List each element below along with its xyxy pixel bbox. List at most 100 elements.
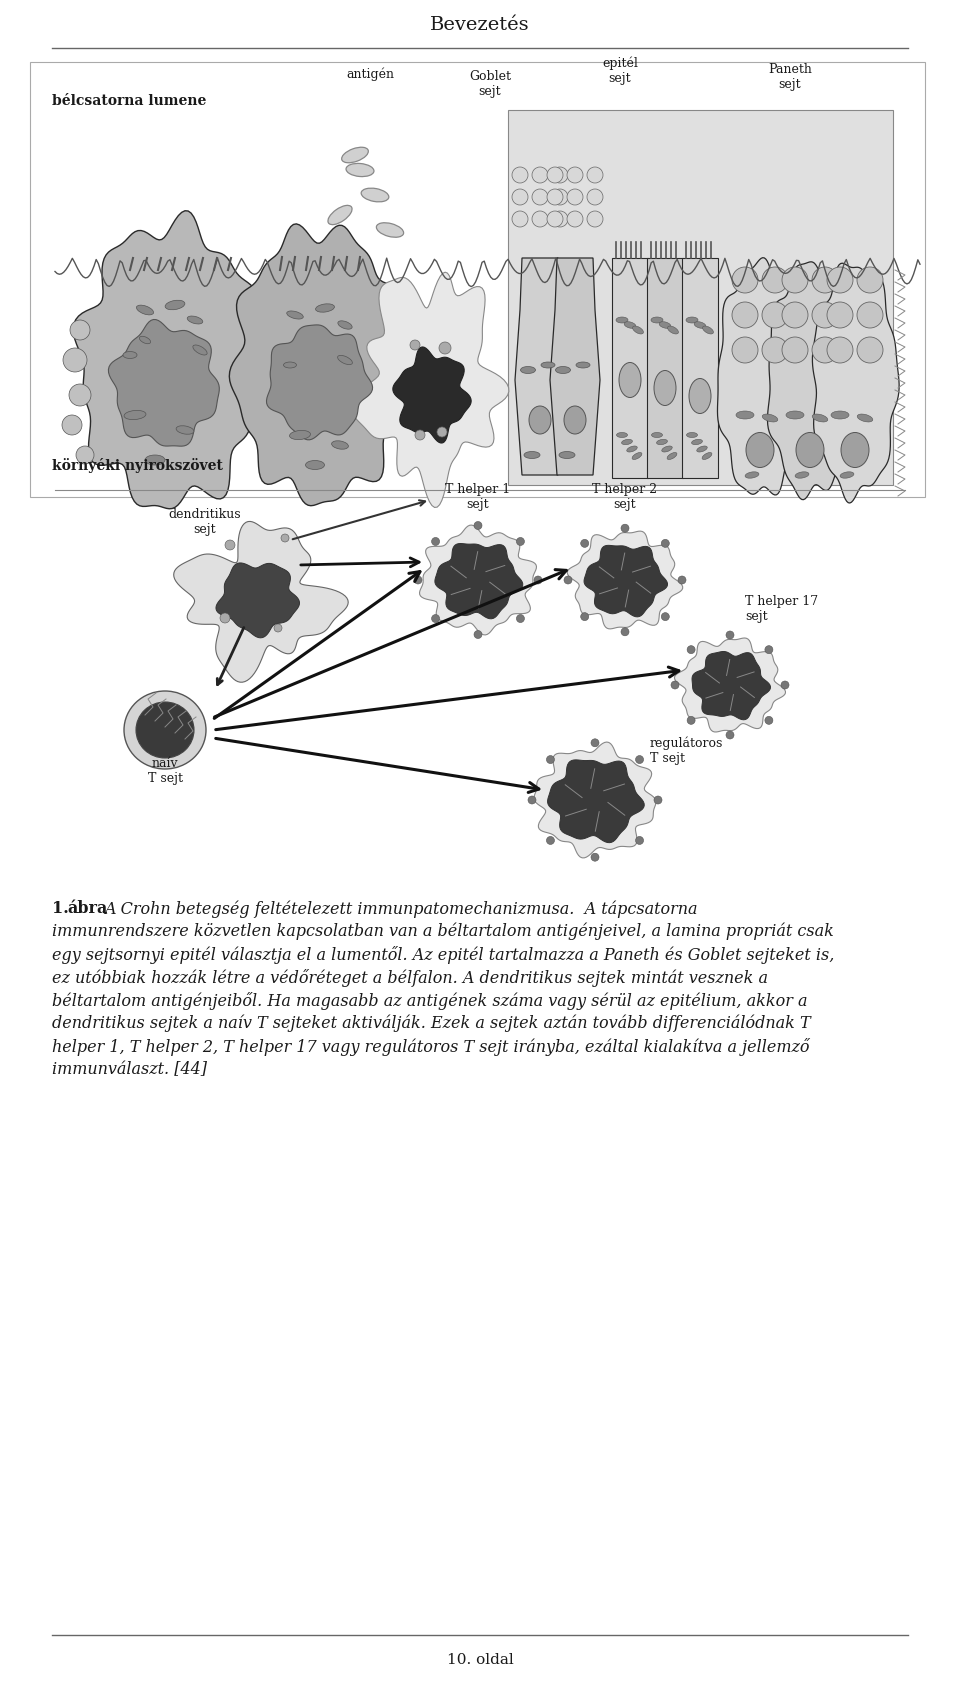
Circle shape [581, 540, 588, 548]
PathPatch shape [534, 742, 656, 859]
Text: környéki nyirokszövet: környéki nyirokszövet [52, 458, 223, 473]
Ellipse shape [124, 691, 206, 769]
Ellipse shape [331, 441, 348, 450]
Text: T helper 2
sejt: T helper 2 sejt [592, 484, 658, 511]
Circle shape [552, 210, 568, 227]
Text: antigén: antigén [346, 68, 394, 81]
Ellipse shape [338, 321, 352, 329]
Text: Goblet
sejt: Goblet sejt [469, 70, 511, 98]
Circle shape [782, 302, 808, 328]
Ellipse shape [812, 414, 828, 423]
Ellipse shape [762, 414, 778, 423]
Circle shape [732, 266, 758, 294]
Ellipse shape [541, 361, 555, 368]
Ellipse shape [627, 446, 637, 451]
PathPatch shape [767, 261, 855, 499]
FancyBboxPatch shape [508, 110, 893, 485]
Circle shape [410, 339, 420, 350]
Circle shape [70, 321, 90, 339]
PathPatch shape [108, 319, 219, 446]
Circle shape [552, 188, 568, 205]
PathPatch shape [435, 543, 523, 619]
Circle shape [547, 166, 563, 183]
Text: ábra: ábra [67, 899, 108, 916]
Ellipse shape [361, 188, 389, 202]
Circle shape [512, 188, 528, 205]
Ellipse shape [176, 426, 194, 434]
Circle shape [781, 680, 789, 689]
Circle shape [225, 540, 235, 550]
PathPatch shape [229, 224, 409, 506]
Ellipse shape [123, 351, 137, 358]
Text: regulátoros
T sejt: regulátoros T sejt [650, 736, 724, 765]
Circle shape [762, 266, 788, 294]
Circle shape [587, 166, 603, 183]
Text: ez utóbbiak hozzák létre a védőréteget a bélfalon. A dendritikus sejtek mintát v: ez utóbbiak hozzák létre a védőréteget a… [52, 969, 768, 988]
Circle shape [661, 613, 669, 621]
Ellipse shape [187, 316, 203, 324]
Text: 10. oldal: 10. oldal [446, 1653, 514, 1666]
Ellipse shape [136, 305, 154, 316]
Ellipse shape [287, 311, 303, 319]
Ellipse shape [703, 326, 713, 334]
Circle shape [63, 348, 87, 372]
Ellipse shape [691, 440, 703, 445]
PathPatch shape [567, 531, 683, 630]
Text: immunrendszere közvetlen kapcsolatban van a béltartalom antigénjeivel, a lamina : immunrendszere közvetlen kapcsolatban va… [52, 923, 834, 940]
Circle shape [857, 302, 883, 328]
Ellipse shape [654, 370, 676, 406]
Ellipse shape [657, 440, 667, 445]
PathPatch shape [717, 258, 804, 496]
Circle shape [414, 575, 422, 584]
PathPatch shape [216, 563, 300, 638]
Circle shape [765, 716, 773, 725]
PathPatch shape [550, 258, 600, 475]
Circle shape [532, 188, 548, 205]
Circle shape [581, 613, 588, 621]
Circle shape [621, 524, 629, 533]
Ellipse shape [338, 355, 352, 365]
Text: T helper 1
sejt: T helper 1 sejt [445, 484, 511, 511]
Text: epitél
sejt: epitél sejt [602, 56, 638, 85]
Text: bélcsatorna lumene: bélcsatorna lumene [52, 93, 206, 109]
Circle shape [587, 210, 603, 227]
PathPatch shape [351, 272, 509, 507]
PathPatch shape [174, 521, 348, 682]
Circle shape [512, 166, 528, 183]
Circle shape [220, 613, 230, 623]
FancyBboxPatch shape [682, 258, 718, 479]
Circle shape [857, 266, 883, 294]
Ellipse shape [376, 222, 403, 238]
Circle shape [547, 210, 563, 227]
Circle shape [546, 755, 555, 764]
Ellipse shape [857, 414, 873, 423]
Circle shape [812, 266, 838, 294]
Ellipse shape [632, 453, 642, 460]
Ellipse shape [520, 367, 536, 373]
Ellipse shape [746, 433, 774, 467]
Ellipse shape [290, 431, 310, 440]
Text: Bevezetés: Bevezetés [430, 15, 530, 34]
Ellipse shape [316, 304, 334, 312]
Circle shape [726, 631, 734, 640]
PathPatch shape [675, 638, 785, 731]
Circle shape [827, 302, 853, 328]
Circle shape [587, 188, 603, 205]
PathPatch shape [515, 258, 565, 475]
Ellipse shape [124, 411, 146, 419]
Circle shape [671, 680, 679, 689]
Ellipse shape [686, 433, 698, 438]
Circle shape [732, 338, 758, 363]
Text: naív
T sejt: naív T sejt [148, 757, 182, 786]
FancyBboxPatch shape [647, 258, 683, 479]
Circle shape [687, 645, 695, 653]
Text: dendritikus
sejt: dendritikus sejt [169, 507, 241, 536]
Ellipse shape [667, 453, 677, 460]
Circle shape [726, 731, 734, 738]
Ellipse shape [616, 317, 628, 322]
Circle shape [621, 628, 629, 636]
Ellipse shape [624, 322, 636, 328]
Ellipse shape [616, 433, 628, 438]
PathPatch shape [420, 524, 537, 635]
Ellipse shape [524, 451, 540, 458]
